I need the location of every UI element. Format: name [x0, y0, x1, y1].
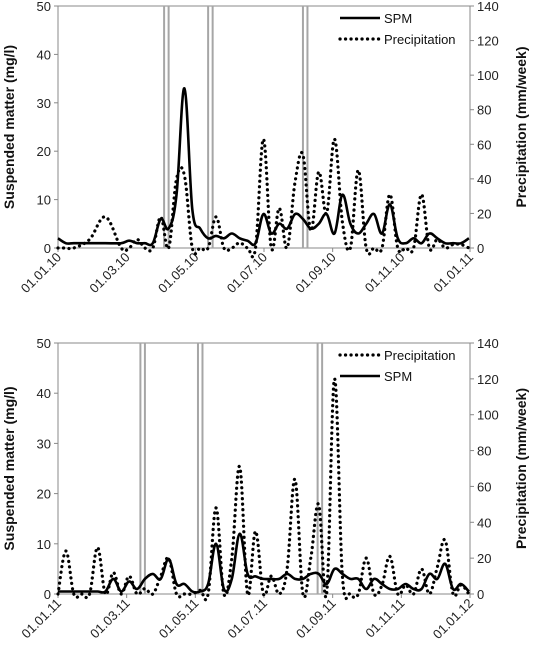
right-tick-label: 40	[477, 515, 491, 530]
left-tick-label: 10	[37, 193, 51, 208]
left-tick-label: 50	[37, 336, 51, 351]
legend-label-spm: SPM	[384, 11, 412, 26]
x-tick-label: 01.07.11	[224, 596, 270, 642]
left-tick-label: 40	[37, 386, 51, 401]
series-line-spm	[57, 86, 470, 247]
x-tick-label: 01.03.11	[87, 596, 133, 642]
series-line-spm	[58, 532, 470, 594]
legend: Precipitation SPM	[338, 348, 456, 384]
right-tick-label: 60	[477, 137, 491, 152]
x-tick-label: 01.11.10	[362, 250, 408, 296]
series-line-precipitation	[56, 137, 471, 259]
right-tick-label: 140	[477, 0, 499, 14]
right-tick-label: 0	[477, 241, 484, 256]
series-line-precipitation	[56, 377, 471, 602]
left-tick-label: 10	[37, 537, 51, 552]
right-tick-label: 80	[477, 103, 491, 118]
x-tick-label: 01.03.10	[86, 250, 132, 296]
right-tick-label: 120	[477, 34, 499, 49]
right-tick-label: 100	[477, 408, 499, 423]
x-tick-label: 01.07.10	[224, 250, 270, 296]
left-axis-label: Suspended matter (mg/l)	[1, 386, 17, 550]
right-tick-label: 20	[477, 206, 491, 221]
right-tick-label: 0	[477, 587, 484, 602]
x-tick-label: 01.01.12	[430, 596, 476, 642]
legend-label-precipitation: Precipitation	[384, 32, 456, 47]
chart-panel-1: 0 10 20 30 40 50 0 20 40 60 80 100 120 140 01.01.10 01.…	[1, 0, 529, 296]
left-tick-label: 20	[37, 144, 51, 159]
x-tick-label: 01.01.10	[18, 250, 64, 296]
x-tick-label: 01.01.11	[430, 250, 476, 296]
right-axis-label: Precipitation (mm/week)	[513, 46, 529, 207]
left-tick-label: 30	[37, 96, 51, 111]
right-tick-label: 120	[477, 372, 499, 387]
left-tick-label: 20	[37, 487, 51, 502]
left-tick-label: 0	[44, 241, 51, 256]
legend: SPM Precipitation	[338, 11, 456, 47]
right-tick-label: 100	[477, 68, 499, 83]
x-tick-label: 01.05.11	[156, 596, 202, 642]
x-tick-label: 01.05.10	[155, 250, 201, 296]
right-tick-label: 60	[477, 479, 491, 494]
right-tick-label: 80	[477, 444, 491, 459]
legend-label-precipitation: Precipitation	[384, 348, 456, 363]
right-axis-label: Precipitation (mm/week)	[513, 388, 529, 549]
left-axis-label: Suspended matter (mg/l)	[1, 45, 17, 209]
left-tick-label: 0	[44, 587, 51, 602]
legend-label-spm: SPM	[384, 369, 412, 384]
right-tick-label: 40	[477, 172, 491, 187]
right-tick-label: 20	[477, 551, 491, 566]
x-tick-label: 01.09.11	[293, 596, 339, 642]
left-tick-label: 50	[37, 0, 51, 14]
right-tick-label: 140	[477, 336, 499, 351]
x-tick-label: 01.01.11	[18, 596, 64, 642]
chart-panel-2: 0 10 20 30 40 50 0 20 40 60 80 100 120 140 01.01.11 01.…	[1, 336, 529, 642]
left-tick-label: 30	[37, 436, 51, 451]
x-tick-label: 01.09.10	[292, 250, 338, 296]
left-tick-label: 40	[37, 47, 51, 62]
x-tick-label: 01.11.11	[362, 596, 407, 641]
